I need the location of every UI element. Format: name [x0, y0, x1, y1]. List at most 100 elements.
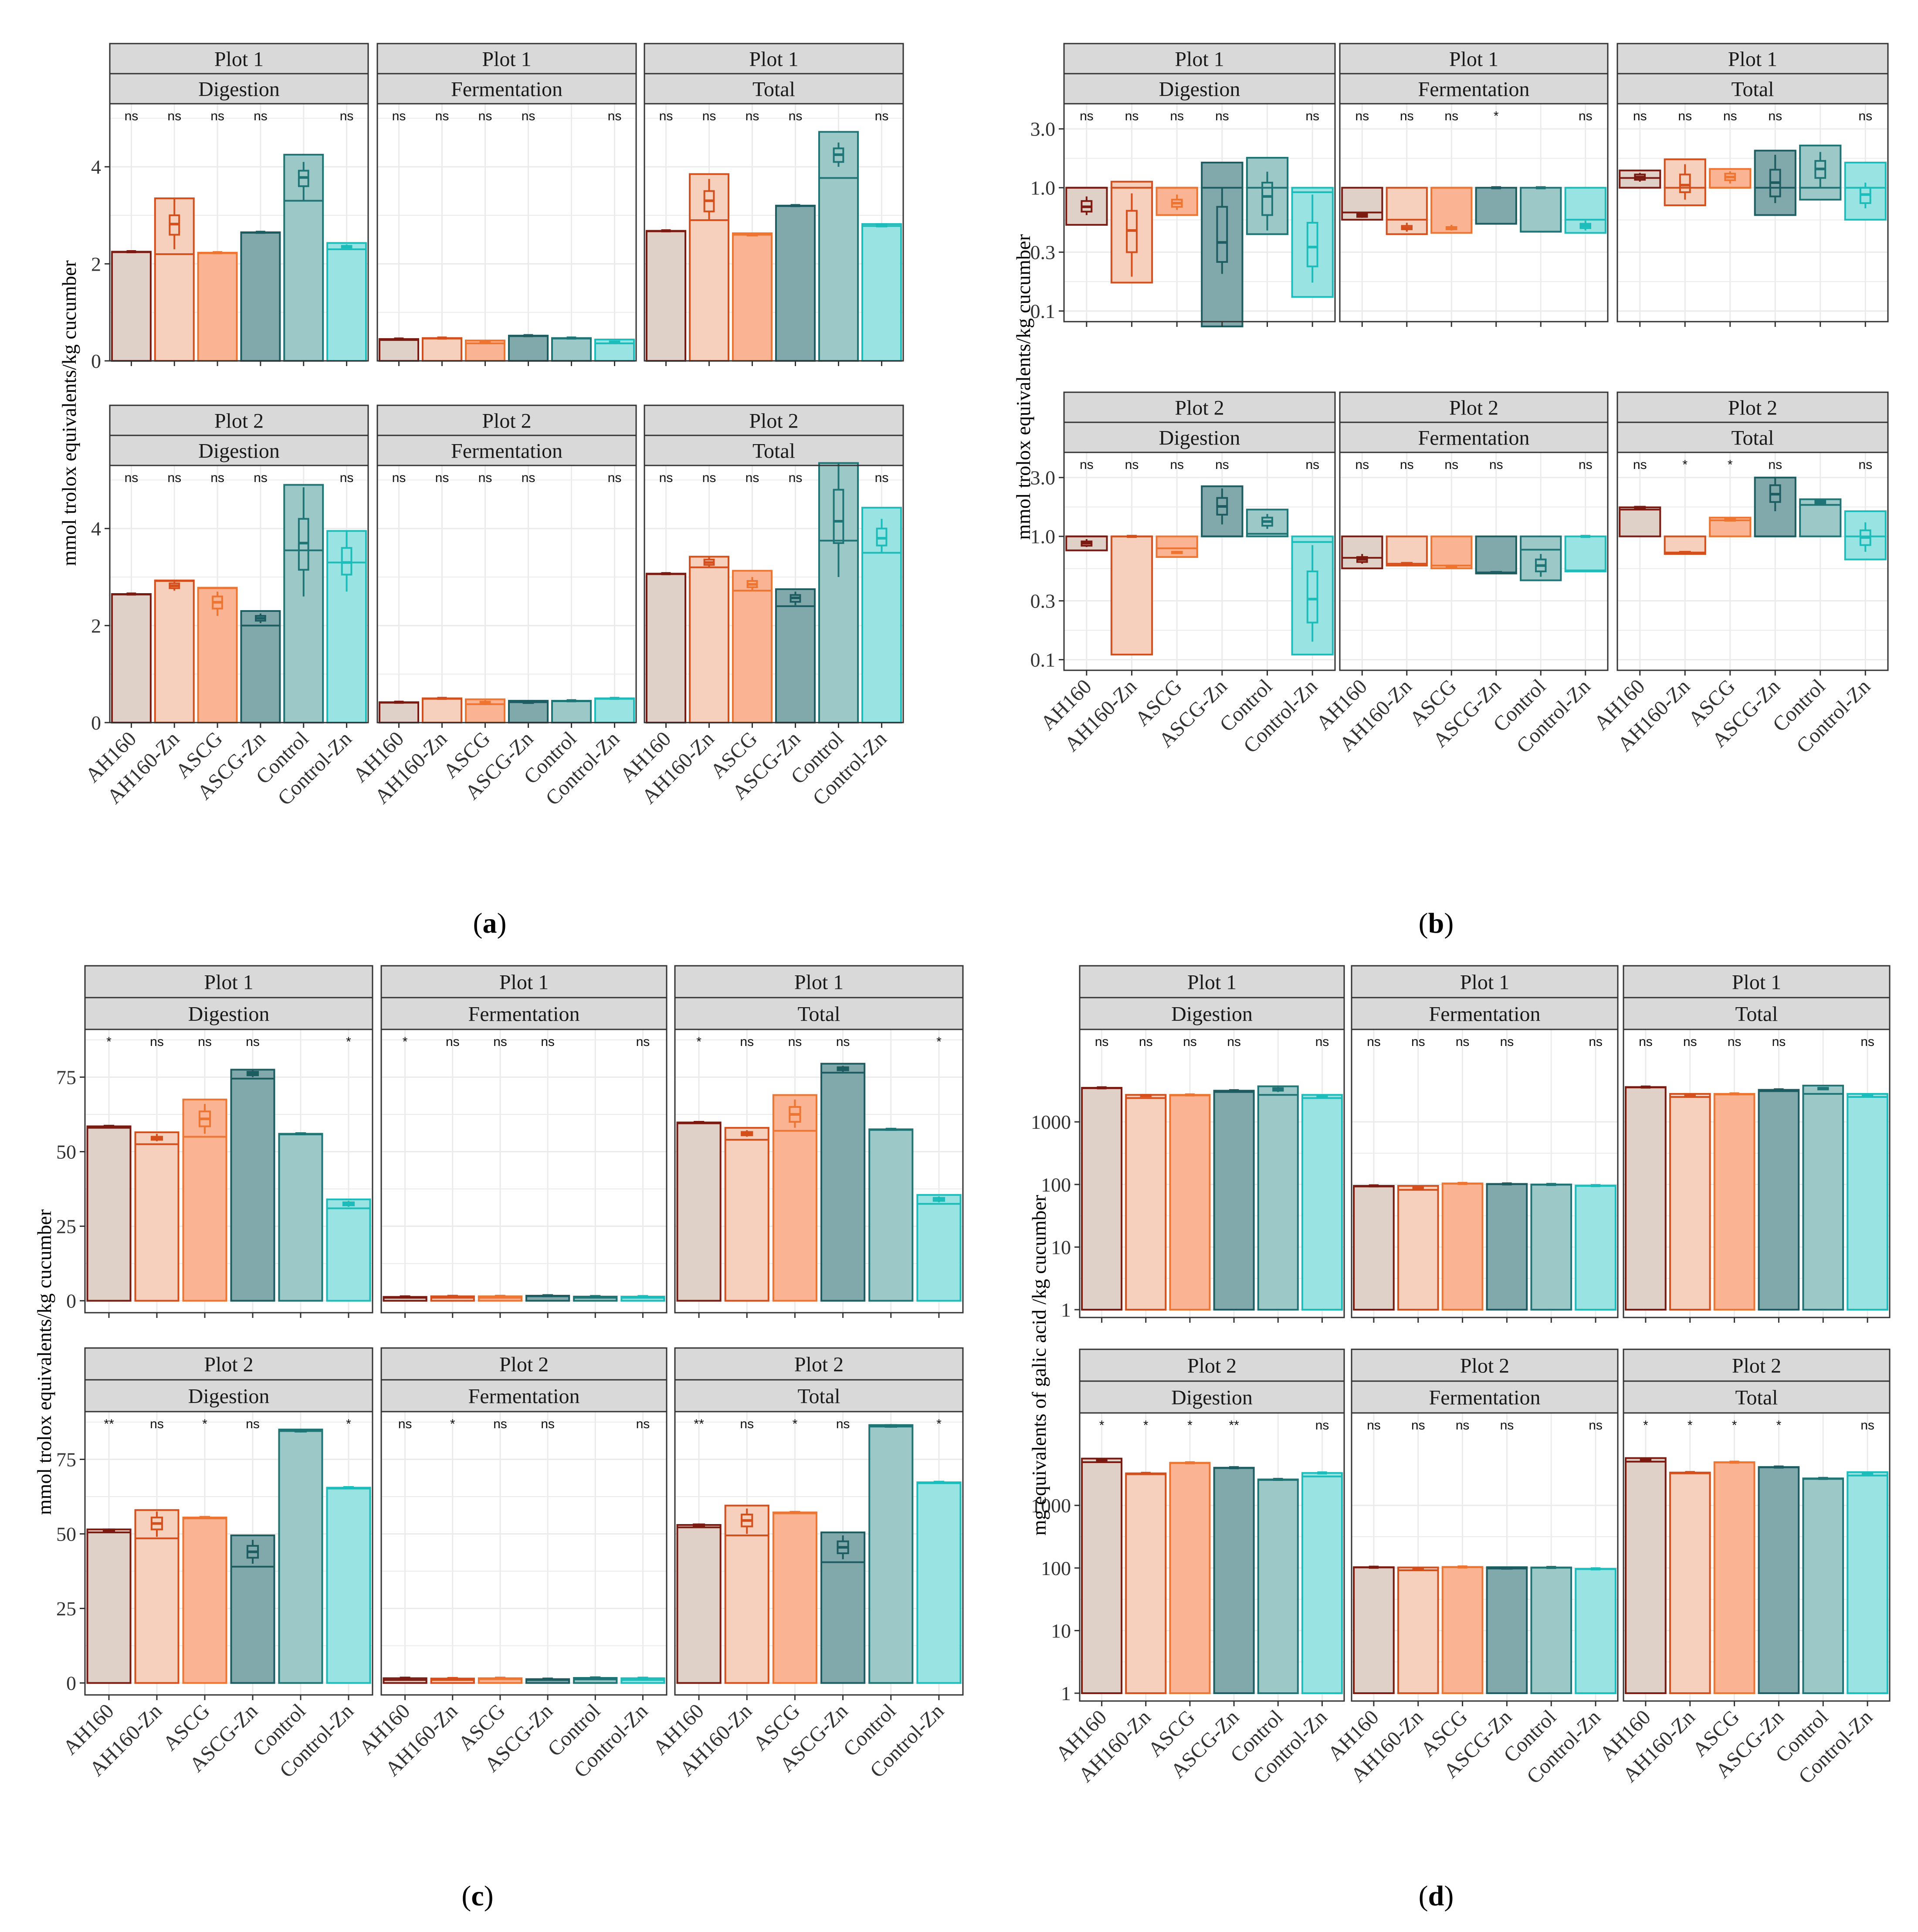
bar-ascg-zn	[1475, 535, 1517, 574]
significance-label: ns	[210, 109, 224, 123]
significance-label: ns	[702, 471, 716, 485]
bar-ascg	[1430, 535, 1473, 570]
significance-label: ns	[167, 471, 181, 485]
bar-control-zn	[1847, 1471, 1888, 1694]
significance-label: *	[793, 1417, 798, 1431]
strip-plot	[109, 404, 369, 436]
strip-plot-label: Plot 2	[794, 1353, 844, 1376]
bar-control	[868, 1424, 914, 1684]
significance-label: ns	[1170, 458, 1184, 472]
strip-plot-label: Plot 1	[1175, 48, 1224, 71]
significance-label: ns	[246, 1035, 260, 1049]
facet-b-1-digestion: Plot 1 Digestion ns ns ns ns ns 0.1 0.3 1.0 3.0	[1030, 43, 1336, 327]
y-tick-label: 0.1	[1030, 649, 1056, 671]
strip-phase	[644, 435, 904, 466]
y-tick-label: 100	[1041, 1557, 1071, 1579]
bar-control-zn	[861, 506, 902, 723]
significance-label: ns	[740, 1417, 754, 1431]
y-tick-label: 0	[66, 1290, 76, 1312]
bar-ah160	[111, 251, 152, 362]
bar-ascg	[732, 232, 773, 362]
bar-ascg	[732, 570, 773, 723]
strip-phase-label: Digestion	[198, 78, 280, 101]
strip-plot	[109, 43, 369, 75]
bar-control-zn	[1301, 1094, 1343, 1311]
significance-label: ns	[875, 109, 889, 123]
bar-ah160-zn	[1386, 535, 1428, 567]
strip-plot	[1079, 1348, 1345, 1382]
y-tick-label: 1.0	[1030, 526, 1056, 548]
strip-phase-label: Digestion	[198, 440, 280, 463]
plot-area	[1617, 104, 1888, 322]
plot-border	[84, 1411, 373, 1696]
significance-label: ns	[254, 471, 268, 485]
strip-phase	[674, 997, 964, 1030]
significance-label: ns	[746, 471, 759, 485]
plot-border	[1339, 103, 1609, 323]
significance-label: ns	[1678, 109, 1692, 123]
y-tick-label: 2	[91, 253, 101, 275]
box-iqr	[1679, 173, 1691, 193]
significance-label: *	[936, 1035, 942, 1049]
bar-ascg-zn	[1758, 1089, 1800, 1311]
facet-c-1-digestion: Plot 1 Digestion * ns ns ns * 0 25 50 75	[56, 965, 373, 1318]
significance-label: **	[104, 1417, 114, 1431]
significance-label: *	[1776, 1418, 1782, 1433]
bar-ah160	[1081, 1457, 1123, 1694]
bar-ascg-zn	[508, 335, 549, 362]
facet-b-2-fermentation: Plot 2FermentationnsAH160nsAH160-ZnnsASC…	[1312, 391, 1609, 758]
plot-area	[1617, 452, 1888, 670]
bar-ah160-zn	[1669, 1093, 1711, 1311]
significance-label: ns	[392, 109, 406, 123]
significance-label: *	[1099, 1418, 1105, 1433]
significance-label: ns	[254, 109, 268, 123]
strip-phase	[1339, 73, 1609, 105]
significance-label: ns	[541, 1035, 555, 1049]
strip-plot	[1616, 43, 1889, 75]
significance-label: *	[202, 1417, 207, 1431]
bar-control	[551, 337, 592, 362]
strip-phase	[109, 435, 369, 466]
significance-label: *	[346, 1417, 351, 1431]
significance-label: ns	[1500, 1035, 1514, 1049]
significance-label: ns	[1444, 458, 1458, 472]
significance-label: ns	[836, 1035, 850, 1049]
strip-phase	[1616, 421, 1889, 453]
bar-ah160	[1625, 1457, 1667, 1694]
plot-border	[674, 1411, 964, 1696]
plot-area	[110, 104, 368, 361]
strip-plot-label: Plot 2	[214, 410, 264, 433]
facet-d-1-digestion: Plot 1 Digestion ns ns ns ns ns 1 10 100 1000	[1031, 965, 1345, 1323]
strip-plot	[674, 965, 964, 998]
plot-area	[1064, 452, 1335, 670]
significance-label: ns	[1639, 1035, 1653, 1049]
significance-label: ns	[636, 1035, 650, 1049]
significance-label: ns	[740, 1035, 754, 1049]
significance-label: ns	[608, 471, 622, 485]
strip-phase-label: Digestion	[1171, 1003, 1253, 1026]
strip-plot	[644, 43, 904, 75]
plot-border	[1063, 452, 1336, 671]
significance-label: ns	[1772, 1035, 1786, 1049]
significance-label: ns	[1860, 1418, 1874, 1433]
bar-ascg	[772, 1094, 817, 1302]
y-tick-label: 0.3	[1030, 241, 1056, 264]
significance-label: *	[403, 1035, 408, 1049]
significance-label: ns	[1411, 1035, 1425, 1049]
strip-plot-label: Plot 1	[1187, 971, 1237, 994]
bar-control-zn	[1844, 510, 1887, 560]
strip-plot	[1339, 391, 1609, 423]
plot-area	[644, 465, 903, 723]
significance-label: ns	[522, 109, 535, 123]
plot-border	[1623, 1029, 1891, 1318]
box-iqr	[1216, 206, 1228, 263]
bar-control-zn	[1564, 535, 1606, 573]
bar-ah160	[1341, 187, 1383, 221]
bar-ah160-zn	[688, 556, 730, 723]
y-axis-title: mmol trolox equivalents/kg cucumber	[33, 1209, 55, 1515]
bar-control-zn	[1844, 161, 1887, 221]
significance-label: ns	[1139, 1035, 1153, 1049]
strip-phase-label: Total	[1735, 1003, 1778, 1026]
bar-control	[1520, 187, 1562, 233]
